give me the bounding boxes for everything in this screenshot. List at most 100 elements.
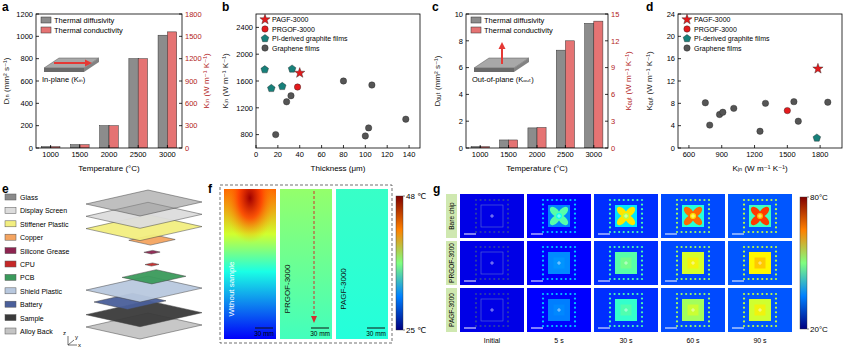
thermal-image <box>224 189 276 339</box>
chip-pad <box>489 325 491 327</box>
chip-pad <box>641 297 643 299</box>
scale-bar-label: 30 mm <box>254 330 274 337</box>
inset-slab-side <box>84 58 99 72</box>
chip-pad <box>775 231 777 233</box>
chip-pad <box>743 217 745 219</box>
thermal-cell <box>460 194 524 238</box>
bar <box>556 50 565 148</box>
colorbar-tick <box>807 329 809 330</box>
x-tick <box>299 145 300 148</box>
chip-inner <box>621 258 632 269</box>
chip-pad <box>484 231 486 233</box>
chip-pad <box>743 316 745 318</box>
crosshair <box>760 261 761 265</box>
scale-bar <box>531 281 543 282</box>
row-label: Bare chip <box>448 202 456 230</box>
chip-pad <box>743 208 745 210</box>
chip-pad <box>542 231 544 233</box>
panel-d: 60090012001500180004812162024Kₒᵤₜ (W m⁻¹… <box>645 0 842 173</box>
points <box>261 65 409 139</box>
y-tick <box>678 103 681 104</box>
chip-pad <box>565 325 567 327</box>
chip-pad <box>609 208 611 210</box>
chip-pad <box>565 199 567 201</box>
y2-tick <box>179 125 182 126</box>
bar <box>80 145 89 148</box>
chip-pad <box>542 199 544 201</box>
chip-pad <box>475 203 477 205</box>
chip-pad <box>632 246 634 248</box>
inset-slab-front <box>474 68 514 72</box>
y2-tick <box>605 94 608 95</box>
legend-label: PCB <box>20 274 35 281</box>
x-tick <box>820 145 821 148</box>
chip-pad <box>507 293 509 295</box>
scale-bar <box>464 234 476 235</box>
x-tick-label: 1800 <box>812 150 829 159</box>
chip-pad <box>752 293 754 295</box>
figure: 1000150020002500300002004006008001000120… <box>0 0 850 351</box>
chip-pad <box>641 320 643 322</box>
chip-pad <box>475 264 477 266</box>
chip-pad <box>574 293 576 295</box>
chip-pad <box>775 217 777 219</box>
x-tick-label: 1000 <box>472 150 489 159</box>
chip-pad <box>708 293 710 295</box>
y-tick-label: 0 <box>671 144 675 153</box>
chip-pad <box>775 293 777 295</box>
inset-arrow <box>501 48 503 64</box>
chip-pad <box>680 278 682 280</box>
x-tick-label: 0 <box>254 150 258 159</box>
legend-label: PRGOF-3000 <box>694 26 737 33</box>
panel-f: fWithout sample30 mmPRGOF-300030 mmPAGF-… <box>208 182 426 343</box>
chip-pad <box>699 199 701 201</box>
point <box>762 100 768 106</box>
chip-pad <box>627 246 629 248</box>
chip-pad <box>493 246 495 248</box>
chip-pad <box>560 231 562 233</box>
chip-pad <box>676 255 678 257</box>
chip-pad <box>479 325 481 327</box>
chip-pad <box>484 293 486 295</box>
x-tick <box>277 145 278 148</box>
y-tick-label: 1600 <box>236 77 253 86</box>
chip-pad <box>775 255 777 257</box>
x-tick <box>79 145 80 148</box>
point <box>795 118 801 124</box>
chip-pad <box>676 203 678 205</box>
y-tick <box>678 14 681 15</box>
legend-label: Graphene films <box>694 45 742 53</box>
chip-pad <box>475 260 477 262</box>
chip-pad <box>609 325 611 327</box>
chip-pad <box>708 203 710 205</box>
chip <box>749 252 771 274</box>
crosshair <box>760 214 761 218</box>
chip-pad <box>743 250 745 252</box>
chip-pad <box>498 231 500 233</box>
bar <box>585 23 594 148</box>
inset-label: Out-of-plane (Kₒᵤₜ) <box>472 75 534 84</box>
x-tick <box>721 145 722 148</box>
colorbar-label: 80°C <box>810 193 828 202</box>
point <box>362 133 368 139</box>
chip-pad <box>708 325 710 327</box>
thermal-image <box>336 189 388 339</box>
chip-pad <box>542 325 544 327</box>
y2-tick <box>605 67 608 68</box>
legend-label: PAGF-3000 <box>272 16 309 23</box>
hot-petal <box>557 205 570 218</box>
chip-pad <box>699 325 701 327</box>
chip-pad <box>747 231 749 233</box>
chip-pad <box>690 278 692 280</box>
chip-pad <box>627 278 629 280</box>
y-tick-label: 1200 <box>236 104 253 113</box>
chip-pad <box>685 231 687 233</box>
scale-bar-label: 30 mm <box>366 330 386 337</box>
chip-pad <box>489 246 491 248</box>
dashed-frame <box>220 185 392 343</box>
chip-pad <box>641 246 643 248</box>
chip-pad <box>676 199 678 201</box>
panel-label: d <box>646 0 653 14</box>
y-tick <box>466 94 469 95</box>
chip-pad <box>507 222 509 224</box>
